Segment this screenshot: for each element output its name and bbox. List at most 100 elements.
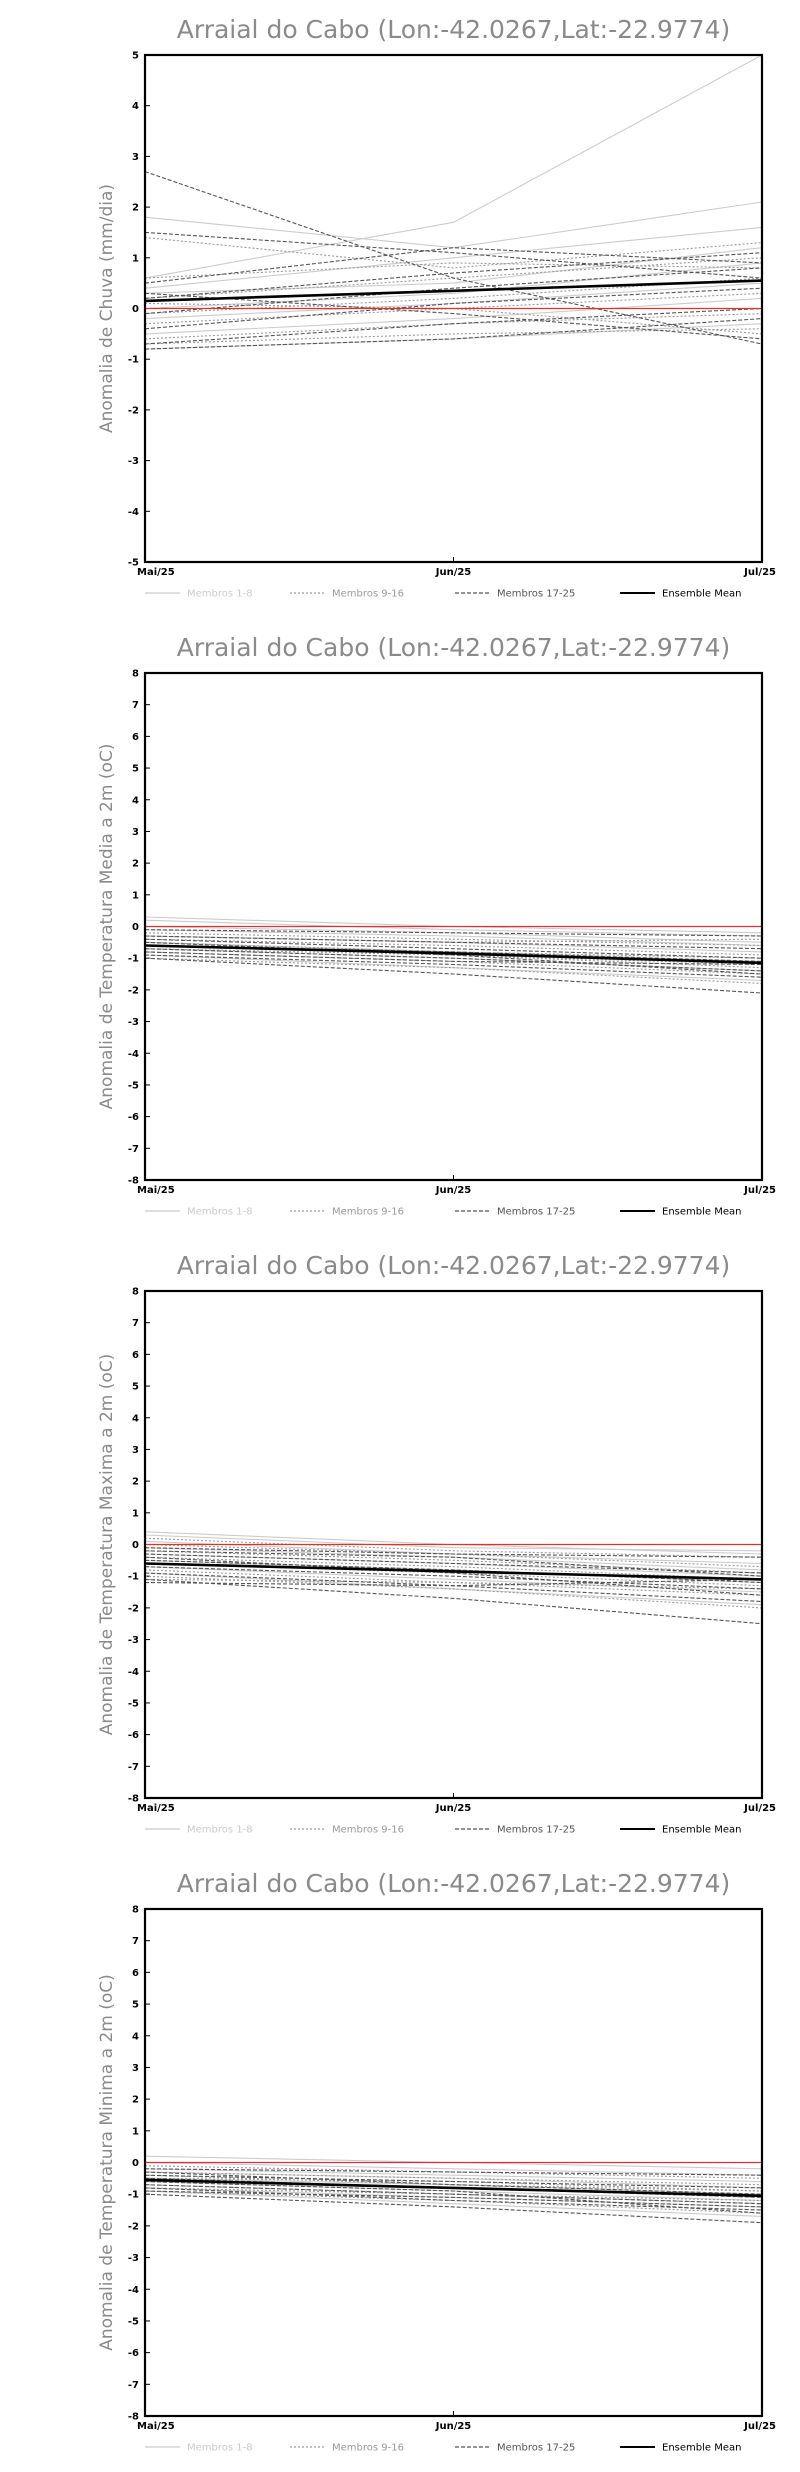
y-tick-label: 4 xyxy=(132,795,139,806)
chart-panel-3: Arraial do Cabo (Lon:-42.0267,Lat:-22.97… xyxy=(0,1236,800,1854)
member-line-group-2 xyxy=(145,1550,762,1574)
legend-label: Ensemble Mean xyxy=(662,1207,741,1218)
member-line-group-3 xyxy=(145,2180,762,2214)
member-line-group-3 xyxy=(145,948,762,972)
y-tick-label: -7 xyxy=(128,1762,139,1773)
member-line-group-1 xyxy=(145,2161,762,2176)
x-tick-label: Jul/25 xyxy=(743,1185,776,1196)
x-tick-label: Jul/25 xyxy=(743,2421,776,2432)
ensemble-mean-line xyxy=(145,2178,762,2198)
y-tick-label: -8 xyxy=(128,2412,139,2423)
legend-label: Membros 9-16 xyxy=(332,589,404,600)
member-line-group-3 xyxy=(145,951,762,966)
y-tick-label: 2 xyxy=(132,859,139,870)
chart-title: Arraial do Cabo (Lon:-42.0267,Lat:-22.97… xyxy=(177,1251,730,1280)
chart-svg: Arraial do Cabo (Lon:-42.0267,Lat:-22.97… xyxy=(97,15,776,600)
member-line-group-3 xyxy=(145,171,762,345)
y-tick-label: 7 xyxy=(132,700,139,711)
y-tick-label: -5 xyxy=(128,558,139,569)
chart-title: Arraial do Cabo (Lon:-42.0267,Lat:-22.97… xyxy=(177,15,730,44)
member-line-group-3 xyxy=(145,954,762,978)
y-tick-label: 1 xyxy=(132,2126,139,2137)
member-line-group-3 xyxy=(145,1556,762,1596)
legend-label: Membros 9-16 xyxy=(332,2443,404,2454)
ensemble-mean-line xyxy=(145,1562,762,1581)
y-tick-label: 5 xyxy=(132,1382,139,1393)
member-line-group-3 xyxy=(145,247,762,284)
y-tick-label: -5 xyxy=(128,1080,139,1091)
member-line-group-1 xyxy=(145,1566,762,1593)
ensemble-mean-line xyxy=(145,944,762,965)
member-line-group-3 xyxy=(145,2174,762,2189)
y-tick-label: -3 xyxy=(128,1635,139,1646)
member-line-group-2 xyxy=(145,277,762,315)
member-line-group-1 xyxy=(145,226,762,289)
y-axis-label: Anomalia de Chuva (mm/dia) xyxy=(97,184,117,433)
y-tick-label: -3 xyxy=(128,456,139,467)
member-line-group-2 xyxy=(145,328,762,345)
y-tick-label: 7 xyxy=(132,1318,139,1329)
member-line-group-2 xyxy=(145,2171,762,2186)
member-line-group-3 xyxy=(145,2190,762,2208)
y-tick-label: -4 xyxy=(128,1049,139,1060)
legend-label: Membros 17-25 xyxy=(497,1207,575,1218)
member-line-group-2 xyxy=(145,932,762,947)
y-tick-label: -6 xyxy=(128,2348,139,2359)
chart-svg: Arraial do Cabo (Lon:-42.0267,Lat:-22.97… xyxy=(97,1251,776,1836)
y-tick-label: 5 xyxy=(132,764,139,775)
member-line-group-2 xyxy=(145,957,762,985)
y-tick-label: 4 xyxy=(132,2031,139,2042)
member-line-group-2 xyxy=(145,262,762,279)
y-tick-label: -1 xyxy=(128,954,139,965)
legend-label: Membros 17-25 xyxy=(497,2443,575,2454)
chart-panel-4: Arraial do Cabo (Lon:-42.0267,Lat:-22.97… xyxy=(0,1854,800,2472)
y-tick-label: 3 xyxy=(132,827,139,838)
member-line-group-3 xyxy=(145,935,762,950)
y-tick-label: -1 xyxy=(128,355,139,366)
chart-panel-2: Arraial do Cabo (Lon:-42.0267,Lat:-22.97… xyxy=(0,618,800,1236)
member-line-group-2 xyxy=(145,1537,762,1558)
y-tick-label: -5 xyxy=(128,2316,139,2327)
y-tick-label: -1 xyxy=(128,1572,139,1583)
plot-frame xyxy=(143,671,764,1182)
x-tick-label: Jun/25 xyxy=(435,2421,472,2432)
x-tick-label: Jul/25 xyxy=(743,1803,776,1814)
member-line-group-3 xyxy=(145,941,762,975)
x-tick-label: Mai/25 xyxy=(137,567,175,578)
member-line-group-3 xyxy=(145,1553,762,1574)
y-tick-label: -2 xyxy=(128,2221,139,2232)
y-tick-label: -8 xyxy=(128,1176,139,1187)
member-line-group-3 xyxy=(145,1547,762,1558)
y-tick-label: 2 xyxy=(132,2095,139,2106)
y-axis-label: Anomalia de Temperatura Media a 2m (oC) xyxy=(97,744,117,1110)
member-line-group-1 xyxy=(145,262,762,310)
legend-label: Membros 1-8 xyxy=(187,1207,253,1218)
y-tick-label: -7 xyxy=(128,2380,139,2391)
member-line-group-3 xyxy=(145,1578,762,1625)
x-tick-label: Mai/25 xyxy=(137,1185,175,1196)
member-line-group-1 xyxy=(145,929,762,947)
member-line-group-3 xyxy=(145,292,762,340)
y-tick-label: -2 xyxy=(128,405,139,416)
legend-label: Membros 1-8 xyxy=(187,2443,253,2454)
member-line-group-3 xyxy=(145,1566,762,1590)
member-line-group-3 xyxy=(145,252,762,299)
y-tick-label: 6 xyxy=(132,732,139,743)
y-tick-label: 5 xyxy=(132,2000,139,2011)
member-line-group-3 xyxy=(145,307,762,345)
y-tick-label: 0 xyxy=(132,304,139,315)
y-tick-label: -2 xyxy=(128,985,139,996)
y-tick-label: 4 xyxy=(132,101,139,112)
member-line-group-1 xyxy=(145,297,762,335)
member-line-group-1 xyxy=(145,55,762,279)
member-line-group-3 xyxy=(145,267,762,315)
member-line-group-1 xyxy=(145,2190,762,2217)
y-tick-label: 3 xyxy=(132,1445,139,1456)
member-line-group-3 xyxy=(145,231,762,279)
chart-title: Arraial do Cabo (Lon:-42.0267,Lat:-22.97… xyxy=(177,1869,730,1898)
y-tick-label: 6 xyxy=(132,1350,139,1361)
y-tick-label: 1 xyxy=(132,1508,139,1519)
x-tick-label: Mai/25 xyxy=(137,2421,175,2432)
y-tick-label: 8 xyxy=(132,1905,139,1916)
y-tick-label: -1 xyxy=(128,2190,139,2201)
